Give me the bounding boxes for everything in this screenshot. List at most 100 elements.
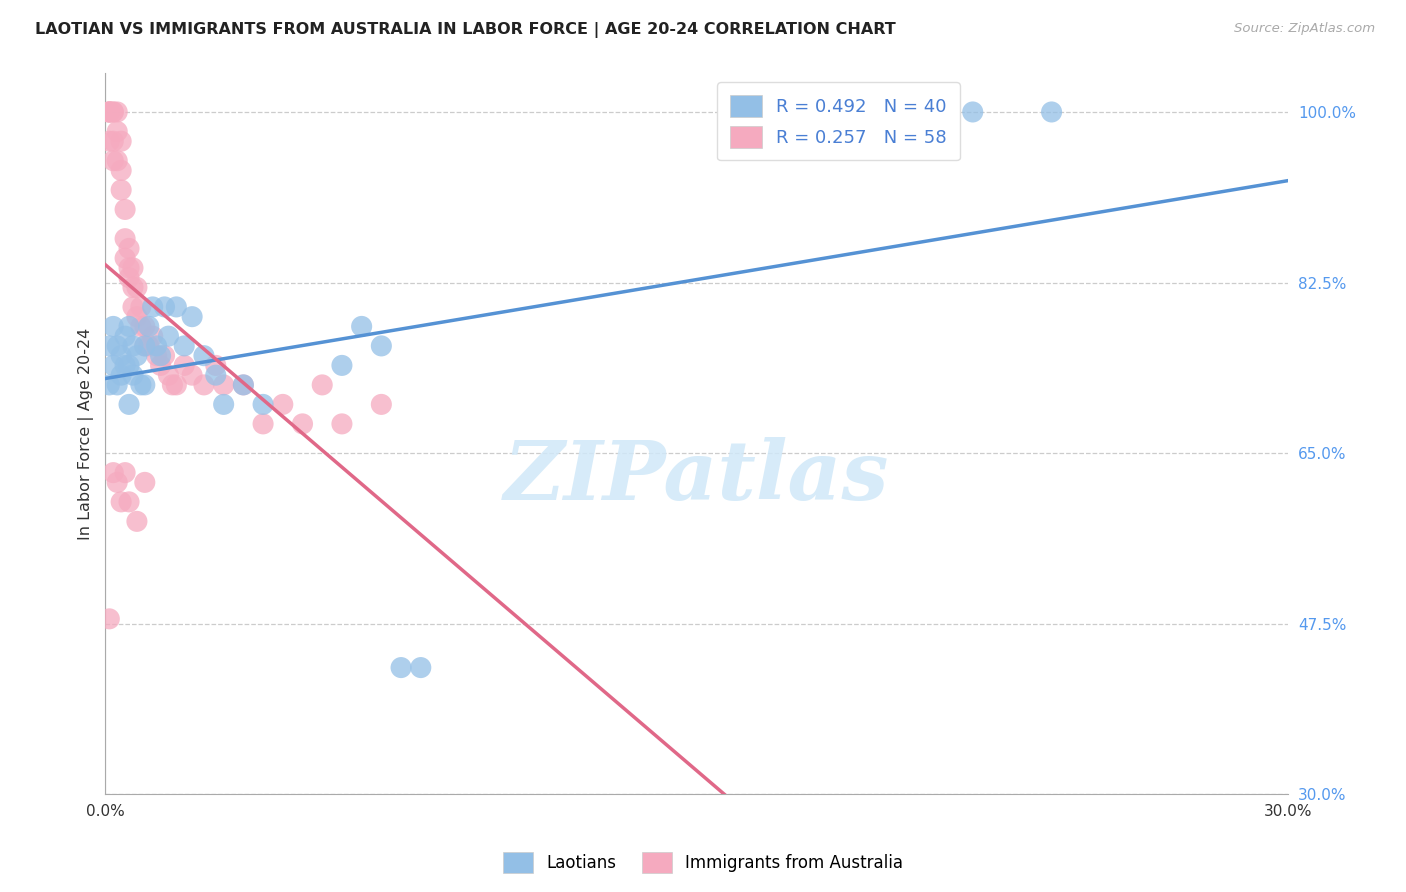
Point — [134, 378, 156, 392]
Point — [114, 329, 136, 343]
Point — [204, 359, 226, 373]
Point — [122, 260, 145, 275]
Point — [252, 417, 274, 431]
Point — [98, 134, 121, 148]
Point — [149, 359, 172, 373]
Point — [110, 183, 132, 197]
Point — [157, 329, 180, 343]
Point — [138, 319, 160, 334]
Point — [311, 378, 333, 392]
Point — [153, 300, 176, 314]
Point — [98, 105, 121, 120]
Point — [103, 319, 125, 334]
Point — [98, 378, 121, 392]
Point — [105, 339, 128, 353]
Point — [350, 319, 373, 334]
Point — [193, 378, 215, 392]
Point — [134, 339, 156, 353]
Point — [162, 378, 184, 392]
Point — [370, 397, 392, 411]
Point — [138, 339, 160, 353]
Point — [145, 339, 167, 353]
Point — [110, 495, 132, 509]
Point — [103, 153, 125, 168]
Point — [114, 232, 136, 246]
Point — [252, 397, 274, 411]
Point — [962, 105, 984, 120]
Text: LAOTIAN VS IMMIGRANTS FROM AUSTRALIA IN LABOR FORCE | AGE 20-24 CORRELATION CHAR: LAOTIAN VS IMMIGRANTS FROM AUSTRALIA IN … — [35, 22, 896, 38]
Point — [142, 300, 165, 314]
Point — [122, 368, 145, 383]
Point — [122, 300, 145, 314]
Point — [125, 280, 148, 294]
Point — [212, 378, 235, 392]
Point — [118, 319, 141, 334]
Point — [118, 260, 141, 275]
Point — [122, 339, 145, 353]
Point — [271, 397, 294, 411]
Point — [129, 300, 152, 314]
Y-axis label: In Labor Force | Age 20-24: In Labor Force | Age 20-24 — [79, 327, 94, 540]
Point — [103, 466, 125, 480]
Point — [181, 310, 204, 324]
Point — [149, 349, 172, 363]
Point — [212, 397, 235, 411]
Point — [118, 270, 141, 285]
Point — [110, 349, 132, 363]
Point — [134, 319, 156, 334]
Point — [193, 349, 215, 363]
Point — [110, 163, 132, 178]
Point — [114, 202, 136, 217]
Point — [98, 339, 121, 353]
Point — [98, 105, 121, 120]
Point — [98, 105, 121, 120]
Point — [125, 310, 148, 324]
Point — [181, 368, 204, 383]
Point — [330, 359, 353, 373]
Point — [370, 339, 392, 353]
Legend: Laotians, Immigrants from Australia: Laotians, Immigrants from Australia — [496, 846, 910, 880]
Point — [105, 124, 128, 138]
Point — [110, 134, 132, 148]
Point — [103, 134, 125, 148]
Point — [409, 660, 432, 674]
Point — [165, 378, 187, 392]
Text: Source: ZipAtlas.com: Source: ZipAtlas.com — [1234, 22, 1375, 36]
Point — [103, 359, 125, 373]
Point — [98, 612, 121, 626]
Point — [103, 105, 125, 120]
Point — [118, 397, 141, 411]
Point — [125, 514, 148, 528]
Point — [122, 280, 145, 294]
Point — [118, 495, 141, 509]
Point — [110, 368, 132, 383]
Point — [129, 378, 152, 392]
Point — [134, 475, 156, 490]
Point — [105, 378, 128, 392]
Point — [142, 329, 165, 343]
Point — [118, 242, 141, 256]
Point — [291, 417, 314, 431]
Point — [157, 368, 180, 383]
Point — [129, 319, 152, 334]
Point — [134, 339, 156, 353]
Point — [165, 300, 187, 314]
Point — [125, 349, 148, 363]
Point — [145, 349, 167, 363]
Point — [1040, 105, 1063, 120]
Point — [98, 105, 121, 120]
Point — [105, 105, 128, 120]
Point — [232, 378, 254, 392]
Point — [105, 475, 128, 490]
Point — [330, 417, 353, 431]
Point — [114, 251, 136, 265]
Point — [204, 368, 226, 383]
Point — [173, 359, 195, 373]
Legend: R = 0.492   N = 40, R = 0.257   N = 58: R = 0.492 N = 40, R = 0.257 N = 58 — [717, 82, 960, 161]
Point — [173, 339, 195, 353]
Point — [153, 349, 176, 363]
Point — [118, 359, 141, 373]
Point — [103, 105, 125, 120]
Point — [114, 466, 136, 480]
Point — [232, 378, 254, 392]
